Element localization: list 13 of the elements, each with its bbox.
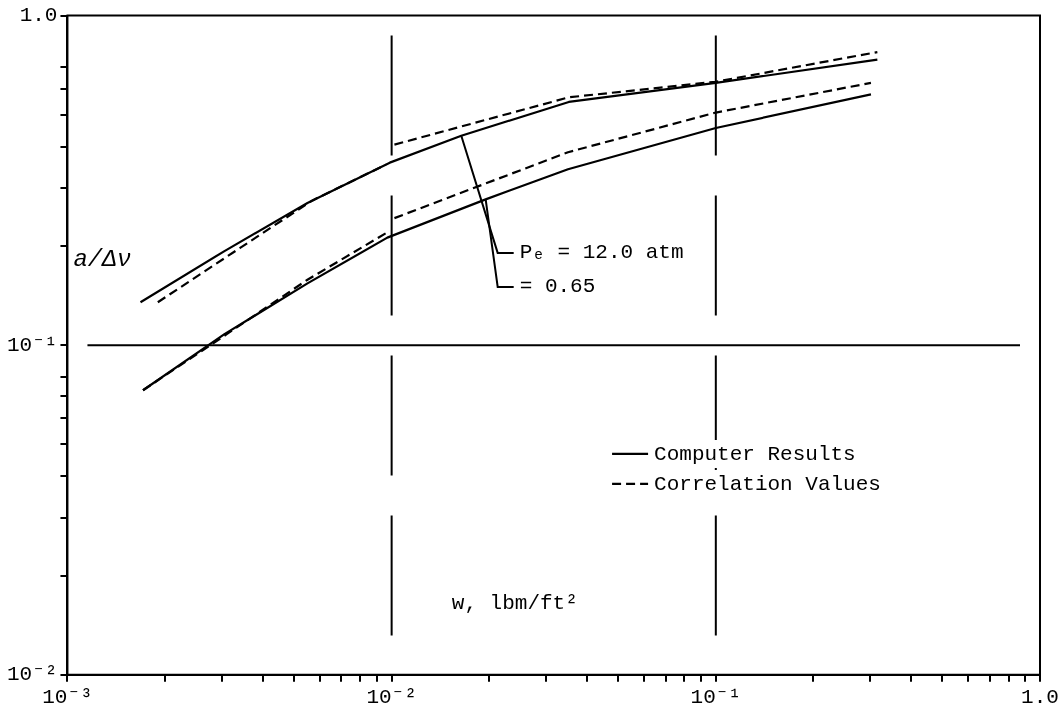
x-tick-label: 10⁻³ <box>42 685 93 709</box>
annotation: Pₑ = 12.0 atm <box>519 241 684 265</box>
y-axis-title: a/Δν <box>73 246 132 274</box>
annotation: = 0.65 <box>519 275 596 299</box>
x-tick-label: 10⁻² <box>366 685 417 709</box>
y-tick-label: 10⁻² <box>7 663 58 687</box>
y-tick-label: 10⁻¹ <box>7 333 58 357</box>
x-axis-title: w, lbm/ft² <box>451 591 578 615</box>
x-tick-label: 1.0 <box>1021 685 1059 709</box>
legend-label: Correlation Values <box>654 472 881 496</box>
legend-label: Computer Results <box>654 442 856 466</box>
x-tick-label: 10⁻¹ <box>690 685 742 709</box>
y-tick-label: 1.0 <box>19 4 58 28</box>
